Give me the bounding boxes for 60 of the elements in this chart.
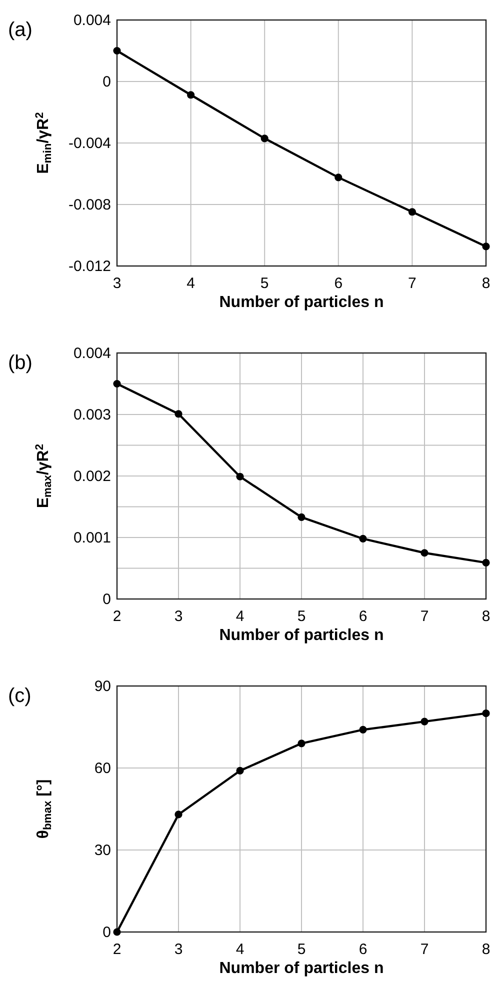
point: [187, 91, 195, 99]
point: [174, 810, 182, 818]
point: [482, 242, 490, 250]
x-tick-label: 7: [408, 275, 416, 292]
y-tick-label: 0.002: [73, 468, 111, 485]
x-tick-label: 4: [186, 275, 195, 292]
y-tick-label: 0.003: [73, 406, 111, 424]
y-tick-label: -0.004: [68, 135, 111, 152]
point: [359, 534, 367, 543]
point: [298, 740, 306, 748]
point: [113, 928, 121, 936]
y-tick-label: 30: [94, 842, 111, 859]
x-tick-label: 6: [334, 275, 343, 292]
y-tick-label: 0.004: [73, 12, 111, 29]
x-tick-label: 2: [112, 608, 122, 625]
point: [420, 549, 428, 557]
x-tick-label: 3: [174, 608, 183, 625]
point: [174, 410, 182, 418]
x-tick-label: 7: [420, 941, 429, 958]
point: [260, 134, 268, 142]
point: [298, 513, 306, 522]
x-tick-label: 5: [260, 275, 269, 292]
y-tick-label: 0.001: [73, 530, 111, 546]
point: [420, 718, 428, 726]
y-tick-label: -0.008: [68, 196, 111, 214]
x-tick-label: 5: [297, 941, 306, 958]
chart-title: (a): [8, 19, 32, 41]
x-tick-label: 8: [482, 608, 490, 625]
x-tick-label: 8: [482, 941, 490, 958]
x-axis-title: Number of particles n: [219, 627, 384, 644]
point: [236, 472, 244, 480]
x-tick-label: 6: [358, 941, 368, 958]
x-tick-label: 5: [297, 608, 306, 625]
x-tick-label: 3: [174, 941, 183, 958]
x-tick-label: 4: [236, 608, 244, 625]
point: [482, 710, 490, 718]
y-tick-label: 90: [94, 678, 111, 695]
y-tick-label: 60: [94, 760, 111, 777]
point: [408, 208, 416, 216]
y-tick-label: -0.012: [68, 258, 111, 275]
y-tick-label: 0.004: [73, 345, 111, 362]
x-tick-label: 3: [112, 275, 122, 292]
chart-title: (c): [8, 685, 32, 707]
point: [482, 558, 490, 567]
point: [236, 766, 244, 775]
y-tick-label: 0: [102, 924, 111, 941]
point: [113, 380, 121, 388]
x-tick-label: 7: [420, 608, 429, 625]
chart-title: (b): [8, 352, 32, 374]
x-tick-label: 4: [236, 941, 244, 958]
point: [334, 174, 342, 182]
x-tick-label: 6: [358, 608, 368, 625]
x-axis-title: Number of particles n: [219, 294, 384, 311]
x-tick-label: 2: [112, 941, 122, 958]
x-axis-title: Number of particles n: [219, 960, 384, 977]
y-tick-label: 0: [102, 591, 111, 608]
x-tick-label: 8: [482, 275, 490, 292]
point: [359, 726, 367, 734]
point: [113, 46, 121, 55]
y-tick-label: 0: [102, 74, 111, 90]
